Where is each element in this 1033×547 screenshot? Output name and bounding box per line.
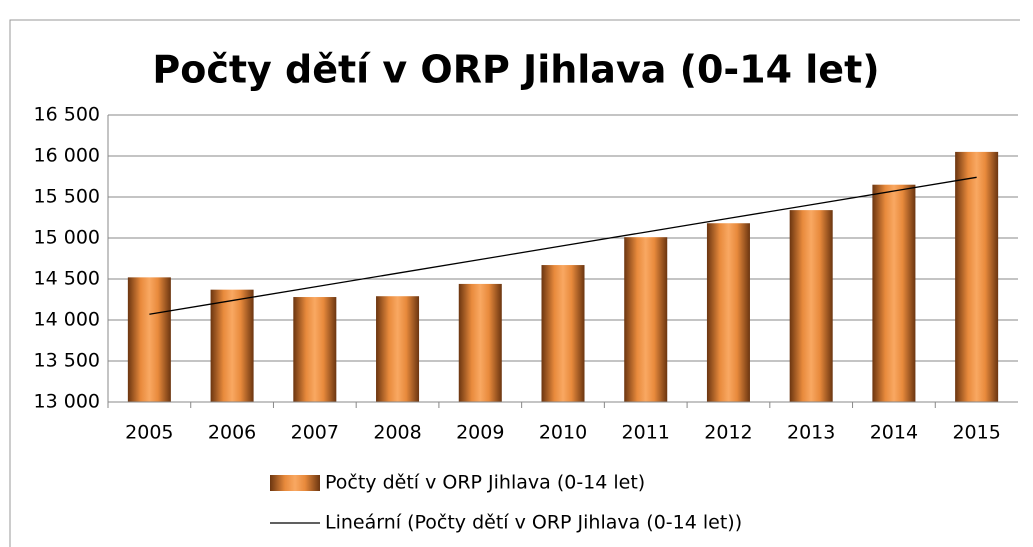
x-tick-label: 2009 bbox=[456, 422, 504, 444]
bar bbox=[955, 151, 999, 402]
y-tick-label: 15 500 bbox=[34, 186, 100, 208]
bar bbox=[376, 296, 420, 402]
legend-swatch bbox=[270, 475, 320, 491]
bar bbox=[541, 265, 585, 402]
legend-label: Lineární (Počty dětí v ORP Jihlava (0-14… bbox=[325, 512, 742, 534]
bar bbox=[706, 223, 750, 402]
x-tick-label: 2012 bbox=[704, 422, 752, 444]
y-tick-label: 13 000 bbox=[34, 391, 100, 413]
bar bbox=[624, 237, 668, 402]
chart-title: Počty dětí v ORP Jihlava (0-14 let) bbox=[152, 48, 879, 92]
x-tick-label: 2015 bbox=[952, 422, 1000, 444]
x-tick-label: 2005 bbox=[125, 422, 173, 444]
y-tick-label: 16 500 bbox=[34, 104, 100, 126]
y-tick-label: 14 500 bbox=[34, 268, 100, 290]
y-tick-label: 15 000 bbox=[34, 227, 100, 249]
y-tick-label: 13 500 bbox=[34, 350, 100, 372]
x-tick-label: 2013 bbox=[787, 422, 835, 444]
bar bbox=[458, 283, 502, 402]
bar bbox=[789, 210, 833, 402]
bar bbox=[872, 184, 916, 402]
x-tick-label: 2007 bbox=[291, 422, 339, 444]
x-tick-label: 2014 bbox=[870, 422, 918, 444]
chart-frame bbox=[9, 19, 1020, 547]
y-tick-label: 16 000 bbox=[34, 145, 100, 167]
y-tick-label: 14 000 bbox=[34, 309, 100, 331]
bar bbox=[293, 297, 337, 402]
x-tick-label: 2011 bbox=[622, 422, 670, 444]
trend-line bbox=[149, 176, 977, 315]
x-tick-label: 2006 bbox=[208, 422, 256, 444]
x-tick-label: 2008 bbox=[373, 422, 421, 444]
legend-label: Počty dětí v ORP Jihlava (0-14 let) bbox=[325, 472, 645, 494]
bar bbox=[210, 289, 254, 402]
bar bbox=[127, 277, 171, 402]
x-tick-label: 2010 bbox=[539, 422, 587, 444]
